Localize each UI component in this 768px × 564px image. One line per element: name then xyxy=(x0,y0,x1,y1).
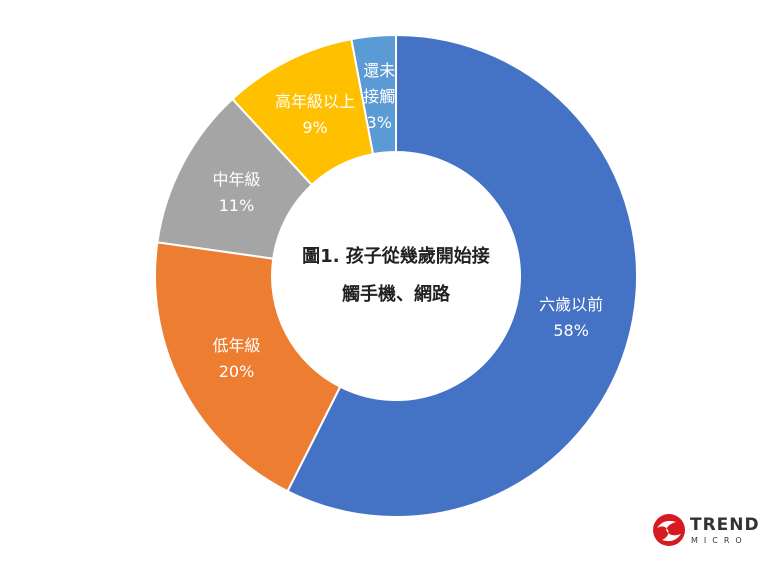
slice-label: 六歲以前 58% xyxy=(526,292,616,344)
slice-label: 中年級 11% xyxy=(192,167,282,219)
slice xyxy=(286,33,638,518)
slice xyxy=(230,38,375,187)
logo-subtext: MICRO xyxy=(691,536,748,545)
category-label: 低年級 xyxy=(212,336,261,356)
category-label: 中年級 xyxy=(212,169,261,189)
slice-label: 低年級 20% xyxy=(192,333,282,385)
category-label: 還未接觸 xyxy=(363,60,396,106)
value-label: 11% xyxy=(218,195,255,215)
value-label: 3% xyxy=(366,112,392,132)
slice-label: 還未接觸 3% xyxy=(362,58,396,136)
logo-text: TREND xyxy=(690,515,760,535)
chart-title: 圖1. 孩子從幾歲開始接觸手機、網路 xyxy=(302,246,490,305)
slice xyxy=(154,241,342,493)
value-label: 58% xyxy=(553,320,589,340)
logo-mark xyxy=(653,514,685,546)
value-label: 20% xyxy=(218,362,255,382)
category-label: 高年級以上 xyxy=(275,92,356,112)
category-label: 六歲以前 xyxy=(539,294,604,314)
slice-label: 高年級以上 9% xyxy=(274,89,356,141)
slice xyxy=(156,97,314,260)
value-label: 9% xyxy=(302,118,328,138)
